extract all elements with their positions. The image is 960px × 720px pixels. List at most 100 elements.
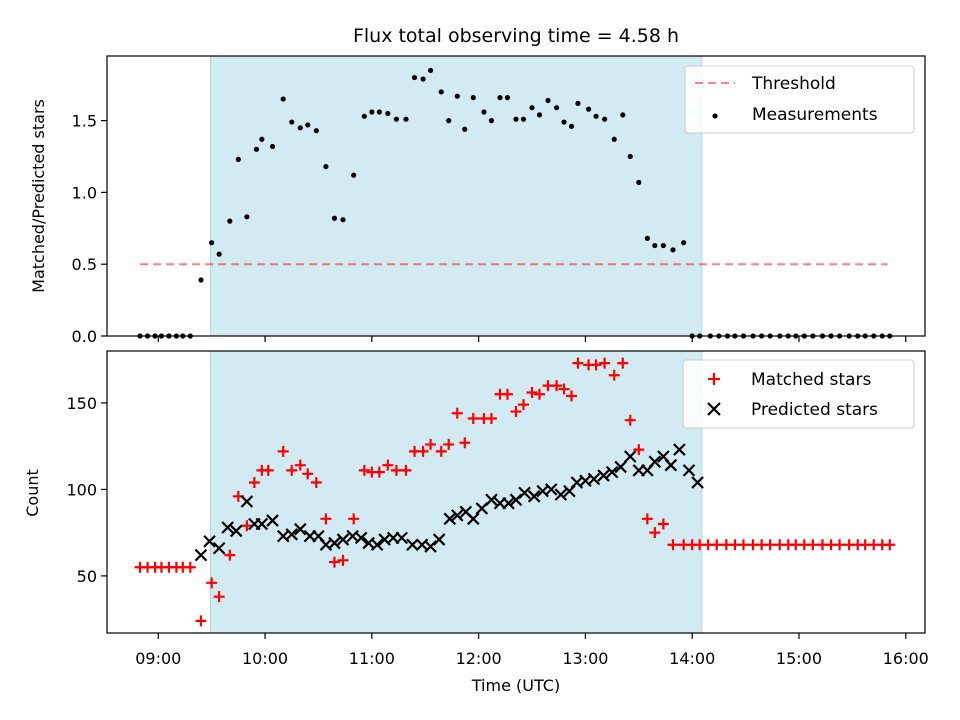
x-tick-label: 13:00 <box>562 649 608 668</box>
matched-star-point <box>443 438 455 450</box>
matched-star-point <box>551 380 563 392</box>
time-axis-ticks: 09:00 10:00 11:00 12:00 13:00 14:00 15:00 16:00 <box>135 649 929 668</box>
matched-star-point <box>649 527 661 539</box>
observing-window-band <box>210 55 703 337</box>
matched-star-point <box>737 539 749 551</box>
matched-star-point <box>400 464 412 476</box>
measurement-point <box>269 143 276 150</box>
matched-star-point <box>501 388 513 400</box>
measurement-point <box>488 118 495 124</box>
predicted-star-point <box>203 535 216 548</box>
count-panel: 50 100 150 Count Matched stars Predicted s… <box>23 350 926 639</box>
matched-star-point <box>382 459 394 471</box>
matched-star-point <box>348 513 360 525</box>
x-tick-label: 11:00 <box>349 649 395 668</box>
predicted-star-point <box>424 540 437 553</box>
measurement-point <box>438 89 444 95</box>
measurement-point <box>289 119 295 125</box>
matched-star-point <box>195 615 207 627</box>
predicted-star-point <box>212 541 226 555</box>
predicted-star-point <box>527 490 541 503</box>
measurement-point <box>244 214 250 220</box>
ratio-y-tick-label: 0.5 <box>72 255 97 274</box>
count-frame <box>106 350 926 634</box>
count-y-axis-label: Count <box>23 469 42 517</box>
measurement-point <box>620 112 626 118</box>
matched-star-point <box>764 539 776 551</box>
measurement-point <box>280 96 286 102</box>
measurement-point <box>235 156 241 162</box>
measurement-point <box>670 247 676 253</box>
predicted-star-point <box>682 464 696 477</box>
matched-star-point <box>224 549 236 561</box>
predicted-star-point <box>509 493 523 507</box>
measurement-point <box>593 113 599 119</box>
predicted-star-point <box>485 493 498 507</box>
predicted-star-point <box>502 496 515 510</box>
ratio-axes: 0.0 0.5 1.0 1.5 <box>72 55 926 346</box>
measurement-point <box>520 116 527 122</box>
predicted-star-point <box>605 465 619 479</box>
measurement-point <box>553 105 560 111</box>
predicted-stars-points <box>194 443 704 562</box>
measurement-point <box>313 128 319 134</box>
matched-star-point <box>517 399 529 411</box>
matched-star-point <box>417 445 429 457</box>
ratio-y-tick-label: 1.0 <box>72 183 97 202</box>
matched-star-point <box>572 357 584 369</box>
matched-star-point <box>624 414 636 426</box>
x-axis-label: Time (UTC) <box>471 676 560 695</box>
matched-star-point <box>667 539 679 551</box>
matched-star-point <box>711 539 723 551</box>
measurement-point <box>561 119 567 125</box>
measurement-point <box>253 146 260 152</box>
measurement-point <box>660 242 666 249</box>
matched-star-point <box>566 390 578 402</box>
matched-legend-swatch <box>708 373 720 385</box>
measurement-point <box>340 217 346 223</box>
matched-star-point <box>277 445 289 457</box>
count-y-tick-label: 150 <box>66 394 97 413</box>
predicted-star-point <box>266 514 279 527</box>
measurement-point <box>297 125 303 131</box>
measurement-point <box>504 95 511 101</box>
matched-star-point <box>633 444 645 456</box>
x-tick-label: 10:00 <box>242 649 288 668</box>
measurement-point <box>369 109 375 115</box>
predicted-star-point <box>544 483 558 496</box>
predicted-star-point <box>194 548 208 562</box>
measurement-point <box>198 277 204 283</box>
matched-star-point <box>617 357 629 369</box>
measurement-point <box>411 74 418 81</box>
matched-star-point <box>241 520 253 532</box>
predicted-star-point <box>597 469 610 482</box>
matched-legend-label: Matched stars <box>751 370 871 390</box>
predicted-star-point <box>395 531 409 545</box>
matched-star-point <box>451 407 463 419</box>
matched-star-point <box>884 539 896 551</box>
matched-star-point <box>213 591 225 603</box>
x-tick-label: 09:00 <box>135 649 181 668</box>
matched-star-point <box>390 464 402 476</box>
measurement-point <box>305 122 311 128</box>
measurement-point <box>385 110 391 117</box>
matched-star-point <box>320 513 332 525</box>
measurement-point <box>644 235 650 241</box>
measurement-point <box>361 113 367 119</box>
matched-star-point <box>286 464 298 476</box>
predicted-star-point <box>221 521 234 534</box>
measurement-point <box>611 136 617 142</box>
predicted-star-point <box>255 517 269 531</box>
count-y-tick-label: 100 <box>66 480 97 499</box>
predicted-star-point <box>294 522 307 536</box>
predicted-star-point <box>285 528 299 541</box>
matched-star-point <box>807 539 819 551</box>
measurement-point <box>393 116 399 122</box>
measurement-point <box>497 95 503 101</box>
measurement-point <box>602 116 608 122</box>
predicted-star-point <box>370 538 384 552</box>
measurement-point <box>470 95 476 101</box>
measurement-point <box>227 218 233 224</box>
measurement-point <box>568 123 575 129</box>
